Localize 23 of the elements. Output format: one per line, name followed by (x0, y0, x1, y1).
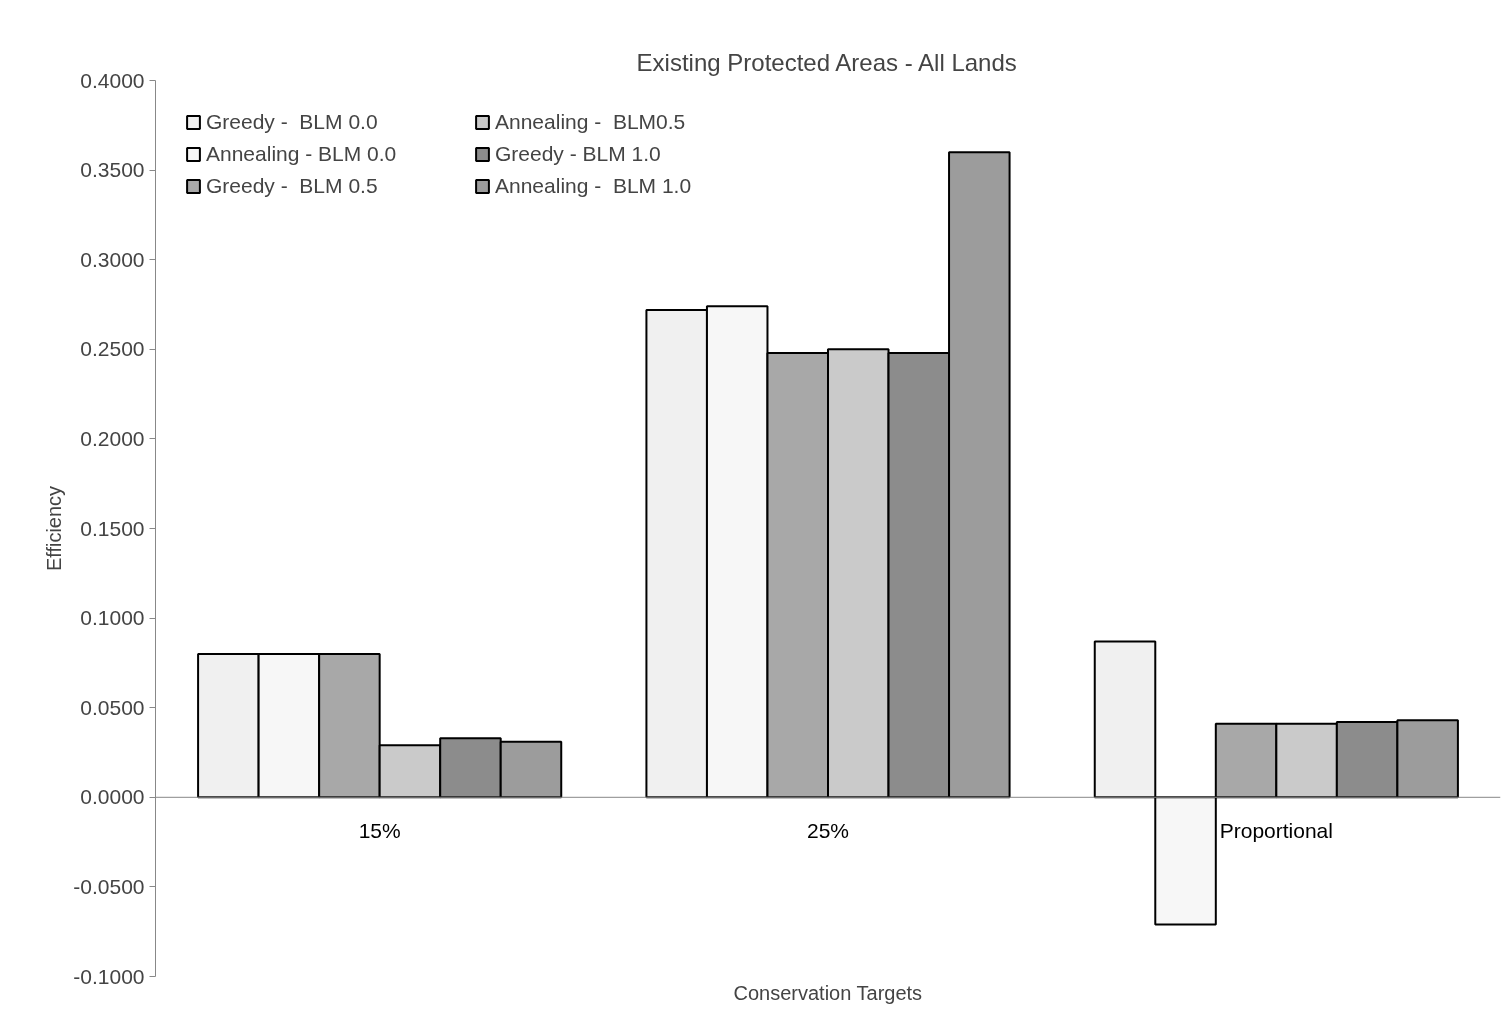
legend-label: Annealing - BLM 0.0 (206, 142, 398, 166)
legend-label: Annealing - BLM0.5 (495, 110, 687, 134)
y-axis-title: Efficiency (43, 485, 66, 572)
y-tick-label: 0.3500 (80, 158, 145, 182)
y-tick-label: 0.0000 (80, 785, 145, 809)
y-tick-label: 0.2000 (80, 426, 145, 450)
x-tick-label: 25% (806, 819, 850, 843)
chart-title: Existing Protected Areas - All Lands (636, 48, 1017, 76)
y-tick-label: 0.2500 (80, 337, 145, 361)
y-tick-label: 0.4000 (80, 68, 145, 92)
y-tick-label: -0.1000 (73, 964, 145, 988)
y-tick-label: 0.1000 (80, 606, 145, 630)
y-tick-label: -0.0500 (73, 874, 145, 898)
x-axis-title: Conservation Targets (733, 981, 923, 1004)
y-tick-label: 0.3000 (80, 247, 145, 271)
legend-label: Greedy - BLM 1.0 (495, 142, 662, 166)
y-tick-label: 0.0500 (80, 695, 145, 719)
legend-label: Annealing - BLM 1.0 (495, 174, 693, 198)
legend-label: Greedy - BLM 0.0 (206, 110, 379, 134)
x-tick-label: 15% (358, 819, 401, 843)
legend-label: Greedy - BLM 0.5 (206, 174, 379, 198)
x-tick-label: Proportional (1219, 819, 1333, 843)
y-tick-label: 0.1500 (80, 516, 145, 540)
